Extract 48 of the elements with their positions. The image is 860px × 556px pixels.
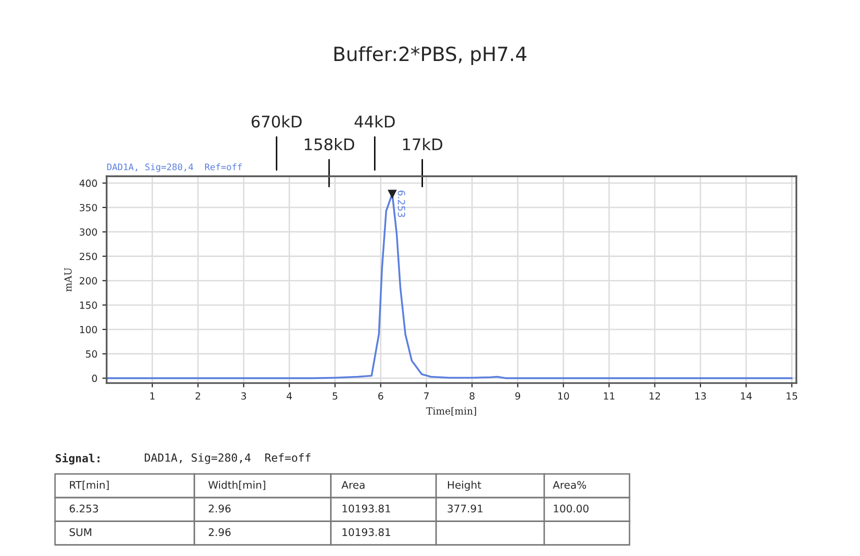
x-axis-title: Time[min] bbox=[426, 407, 476, 416]
text: RT[min] bbox=[70, 480, 109, 490]
x-tick-label: 9 bbox=[515, 392, 520, 400]
ref-line-label: 44kD bbox=[354, 115, 395, 128]
x-tick-label: 3 bbox=[241, 392, 246, 400]
y-tick-label: 400 bbox=[80, 180, 97, 187]
x-tick-label: 7 bbox=[424, 392, 429, 400]
y-tick-label: 50 bbox=[86, 350, 97, 358]
text: Area% bbox=[552, 480, 586, 489]
text: 2.96 bbox=[208, 528, 231, 536]
text: 6.253 bbox=[70, 504, 98, 512]
text: Signal: bbox=[56, 453, 100, 465]
x-tick-label: 13 bbox=[695, 392, 706, 400]
y-tick-label: 150 bbox=[80, 302, 97, 309]
text: Height bbox=[448, 480, 482, 491]
ref-line-label: 670kD bbox=[252, 115, 302, 128]
x-tick-label: 4 bbox=[286, 392, 292, 400]
text: 100.00 bbox=[554, 504, 588, 512]
x-tick-label: 12 bbox=[650, 392, 660, 400]
text: 10193.81 bbox=[342, 504, 390, 512]
x-tick-label: 2 bbox=[196, 392, 200, 400]
text: DAD1A, Sig=280,4 Ref=off bbox=[144, 453, 310, 464]
y-tick-label: 100 bbox=[80, 326, 97, 334]
y-tick-label: 0 bbox=[92, 374, 97, 382]
text: SUM bbox=[70, 528, 92, 536]
text: 10193.81 bbox=[342, 528, 390, 536]
annotation: 6.253 bbox=[398, 190, 406, 218]
y-tick-label: 250 bbox=[80, 252, 97, 260]
x-tick-label: 11 bbox=[604, 392, 614, 400]
x-tick-label: 10 bbox=[558, 392, 569, 400]
text: 2.96 bbox=[208, 504, 231, 512]
x-tick-label: 8 bbox=[470, 392, 474, 400]
x-tick-label: 1 bbox=[150, 392, 155, 400]
text: Width[min] bbox=[208, 480, 266, 490]
text: 377.91 bbox=[448, 504, 482, 512]
y-tick-label: 200 bbox=[80, 277, 97, 284]
text: Area bbox=[342, 481, 364, 489]
y-axis-title: mAU bbox=[64, 268, 72, 292]
y-tick-label: 350 bbox=[80, 204, 97, 212]
x-tick-label: 6 bbox=[378, 392, 384, 400]
y-tick-label: 300 bbox=[80, 228, 97, 236]
x-tick-label: 5 bbox=[332, 392, 338, 400]
x-tick-label: 15 bbox=[786, 392, 798, 400]
ref-line-label: 158kD bbox=[304, 138, 354, 150]
ref-line-label: 17kD bbox=[403, 138, 442, 150]
chart-title: Buffer:2*PBS, pH7.4 bbox=[334, 46, 526, 66]
x-tick-label: 14 bbox=[741, 392, 752, 400]
text: DAD1A, Sig=280,4 Ref=off bbox=[107, 163, 242, 172]
